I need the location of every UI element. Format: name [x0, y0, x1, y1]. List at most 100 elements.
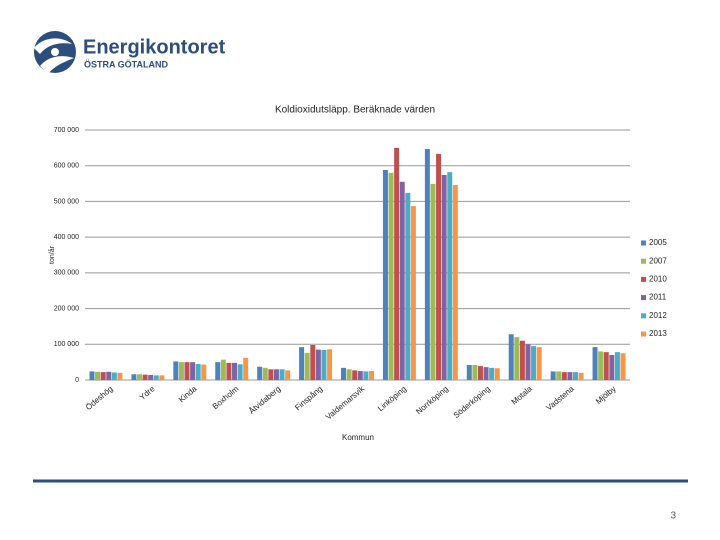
bar: [508, 334, 514, 380]
bar: [327, 349, 333, 380]
bar: [603, 352, 609, 380]
bar: [111, 372, 117, 380]
bar: [304, 352, 310, 380]
y-tick-label: 600 000: [54, 163, 79, 170]
legend-swatch: [641, 240, 646, 246]
bar: [262, 367, 268, 380]
legend-label: 2011: [649, 293, 667, 302]
bar: [137, 374, 142, 380]
x-tick-label: Mjölby: [594, 384, 617, 406]
bar: [178, 362, 184, 380]
bar: [399, 181, 405, 380]
x-tick-label: Åtvidaberg: [247, 384, 282, 415]
y-axis-label: ton/år: [48, 245, 56, 264]
bar: [472, 365, 478, 380]
legend-label: 2007: [649, 256, 667, 265]
x-tick-label: Ödeshög: [84, 384, 115, 412]
bar: [95, 371, 101, 380]
bar: [352, 370, 358, 380]
bar: [243, 357, 249, 380]
bar: [285, 370, 291, 380]
bar: [536, 347, 542, 380]
x-tick-label: Norrköping: [414, 384, 450, 416]
y-tick-label: 200 000: [54, 305, 79, 312]
bar: [441, 175, 447, 380]
logo-icon: [34, 31, 76, 74]
bar: [410, 206, 416, 380]
bar: [514, 337, 520, 380]
bar: [153, 375, 159, 380]
bar: [273, 369, 279, 380]
bar: [159, 375, 165, 380]
bar: [226, 362, 232, 380]
bar: [614, 352, 620, 380]
bar: [430, 183, 436, 380]
bar: [609, 355, 615, 380]
bar: [489, 367, 495, 380]
legend-swatch: [641, 295, 646, 301]
bar: [525, 344, 531, 380]
y-tick-label: 100 000: [54, 341, 79, 348]
x-axis-label: Kommun: [342, 433, 374, 442]
bar: [424, 148, 430, 380]
bar: [363, 371, 369, 380]
bar: [598, 351, 604, 380]
bar: [592, 347, 598, 380]
x-tick-label: Vadstena: [545, 384, 577, 413]
legend-label: 2005: [649, 238, 667, 247]
bar: [388, 172, 394, 380]
y-tick-label: 300 000: [54, 270, 79, 277]
bar: [561, 372, 567, 380]
bar: [299, 347, 305, 380]
bar: [201, 364, 207, 380]
bar: [106, 371, 112, 380]
bar: [268, 369, 274, 380]
bar: [573, 372, 578, 380]
bar: [232, 362, 238, 380]
bar: [315, 349, 321, 380]
bar: [195, 363, 201, 380]
bar: [89, 371, 95, 380]
x-tick-label: Valdemarsvik: [324, 384, 367, 422]
bar: [550, 371, 556, 380]
bar: [341, 367, 347, 380]
x-tick-label: Söderköping: [452, 384, 492, 420]
bar: [452, 185, 458, 380]
legend-swatch: [641, 276, 646, 282]
bar: [494, 368, 500, 380]
bar: [405, 192, 411, 380]
bar: [279, 369, 285, 380]
y-tick-label: 700 000: [54, 127, 79, 134]
bar: [382, 170, 388, 380]
bar: [346, 369, 352, 380]
bar: [310, 345, 316, 380]
bar: [394, 147, 400, 380]
bar: [556, 371, 562, 380]
bar: [190, 362, 196, 380]
bar: [436, 153, 442, 380]
chart-title: Koldioxidutsläpp. Beräknade värden: [275, 105, 435, 116]
bar: [447, 172, 453, 380]
bar: [220, 359, 226, 380]
x-tick-label: Linköping: [376, 384, 408, 413]
bar: [477, 366, 483, 380]
bar: [567, 372, 573, 380]
bar: [357, 371, 363, 380]
x-tick-label: Boxholm: [211, 384, 241, 411]
bar: [117, 372, 123, 380]
logo-region: ÖSTRA GÖTALAND: [84, 59, 168, 69]
x-tick-label: Finspång: [293, 384, 324, 412]
x-tick-label: Motala: [510, 384, 535, 407]
bar: [519, 340, 525, 380]
bar: [466, 365, 472, 380]
y-tick-label: 500 000: [54, 198, 79, 205]
legend-swatch: [641, 258, 646, 264]
bar: [257, 366, 263, 380]
bar: [578, 372, 584, 380]
legend-label: 2010: [649, 275, 667, 284]
bar: [215, 362, 221, 380]
bar: [531, 346, 537, 380]
y-tick-label: 400 000: [54, 234, 79, 241]
